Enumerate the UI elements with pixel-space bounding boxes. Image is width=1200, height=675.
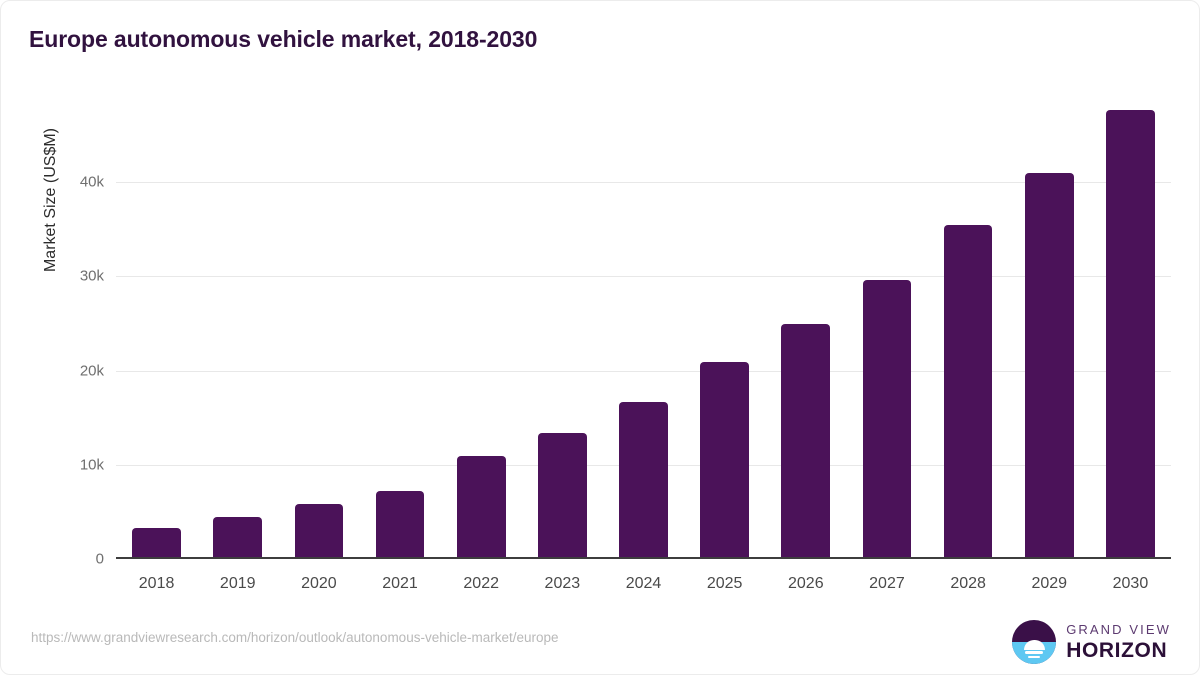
x-axis-tick-label: 2019	[219, 575, 256, 592]
x-axis-tick-label: 2028	[950, 575, 986, 592]
grand-view-horizon-logo[interactable]: GRAND VIEW HORIZON	[1012, 619, 1171, 665]
bar[interactable]	[213, 517, 263, 557]
y-axis-tick-label: 0	[95, 550, 104, 568]
x-axis-tick-label: 2026	[788, 575, 824, 592]
logo-ray-upper	[1025, 651, 1044, 654]
gridline	[116, 182, 1171, 183]
y-axis-tick-label: 30k	[79, 267, 104, 285]
x-axis-tick-label: 2023	[544, 575, 581, 592]
logo-horizon-text: HORIZON	[1066, 639, 1168, 662]
x-axis-tick-label: 2027	[869, 575, 905, 592]
horizon-sun-icon	[1012, 620, 1057, 664]
y-axis-tick-label: 20k	[79, 362, 104, 379]
logo-grand-view-text: GRAND VIEW	[1066, 622, 1171, 637]
bar[interactable]	[294, 504, 344, 557]
bar[interactable]	[781, 324, 831, 557]
bar[interactable]	[375, 491, 425, 557]
x-axis-tick-label: 2024	[625, 575, 662, 592]
bar[interactable]	[619, 401, 668, 557]
bar[interactable]	[1024, 173, 1074, 557]
source-url[interactable]: https://www.grandviewresearch.com/horizo…	[31, 630, 559, 645]
logo-ray-lower	[1028, 655, 1041, 659]
bar[interactable]	[456, 456, 506, 557]
gridline	[116, 370, 1171, 372]
x-axis-tick-label: 2020	[301, 575, 337, 592]
x-axis-tick-label: 2018	[138, 575, 175, 592]
bar[interactable]	[943, 225, 993, 557]
bar[interactable]	[862, 279, 912, 557]
x-axis-tick-label: 2021	[382, 575, 418, 592]
gridline	[116, 276, 1171, 278]
logo-wordmark: GRAND VIEW HORIZON	[1066, 623, 1171, 661]
x-axis-tick-label: 2030	[1112, 575, 1149, 592]
y-axis-title: Market Size (US$M)	[42, 127, 59, 273]
x-axis-tick-label: 2029	[1031, 575, 1068, 592]
y-axis-tick-label: 10k	[79, 456, 104, 474]
x-axis-tick-label: 2022	[463, 575, 499, 592]
bar[interactable]	[132, 527, 181, 557]
bar[interactable]	[1106, 110, 1155, 557]
x-axis-tick-label: 2025	[706, 575, 743, 592]
bar[interactable]	[538, 432, 587, 557]
plot-area	[116, 91, 1171, 559]
x-axis-line	[116, 557, 1171, 559]
y-axis-tick-label: 40k	[79, 173, 104, 191]
logo-sun-shape	[1023, 639, 1045, 651]
bar[interactable]	[700, 361, 749, 557]
page-title: Europe autonomous vehicle market, 2018-2…	[29, 26, 538, 52]
